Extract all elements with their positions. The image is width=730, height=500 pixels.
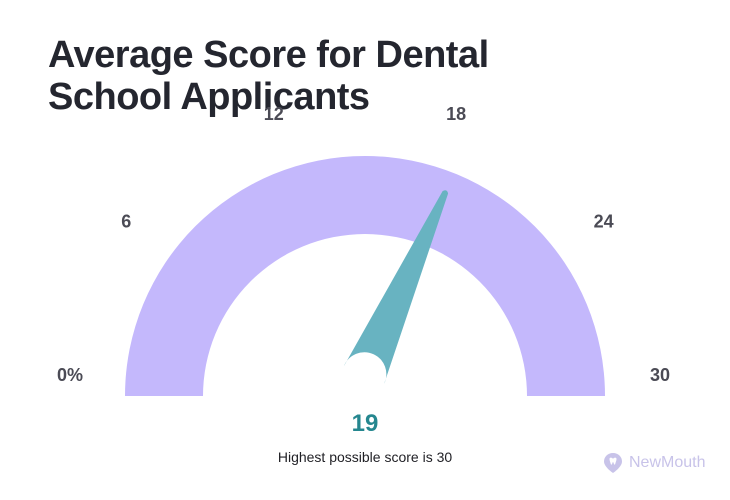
tick-label: 6 [121, 211, 131, 231]
tooth-pin-icon [604, 453, 622, 473]
chart-title: Average Score for Dental School Applican… [48, 34, 489, 118]
gauge-needle [343, 190, 449, 384]
gauge-arc [125, 156, 605, 396]
tick-label: 0% [57, 365, 83, 385]
gauge-tick-labels: 0% 6 12 18 24 30 [57, 104, 670, 385]
brand-logo: NewMouth [603, 452, 705, 474]
tick-label: 30 [650, 365, 670, 385]
brand-name: NewMouth [629, 454, 706, 471]
needle-body [343, 190, 449, 384]
tick-label: 12 [264, 104, 284, 124]
gauge-value: 19 [351, 410, 379, 437]
tick-label: 18 [446, 104, 466, 124]
tick-label: 24 [594, 211, 614, 231]
gauge-note: Highest possible score is 30 [277, 449, 453, 465]
